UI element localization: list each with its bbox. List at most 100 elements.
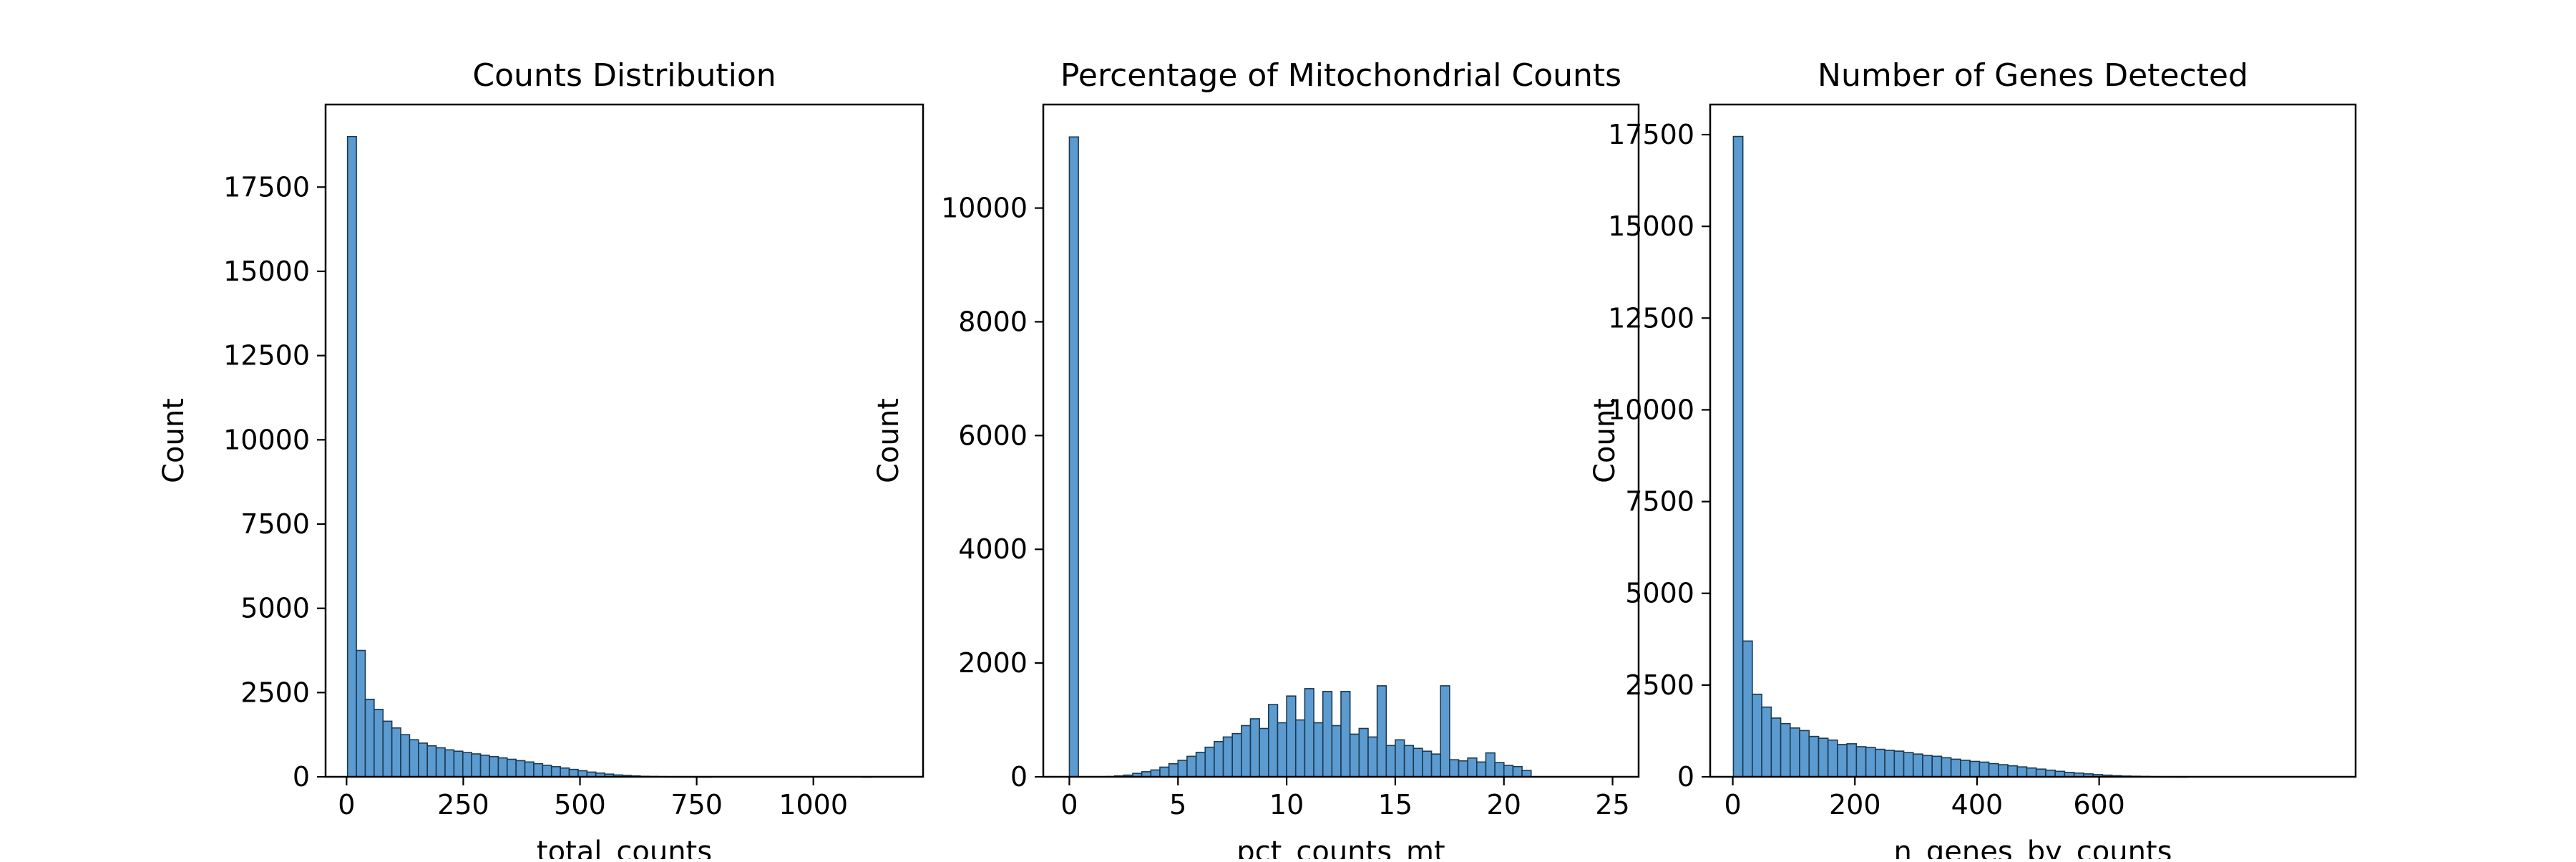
histogram-bar xyxy=(1780,722,1791,778)
y-tick-label: 10000 xyxy=(223,424,310,455)
histogram-bar xyxy=(1761,706,1772,778)
histogram-bar xyxy=(1818,737,1829,778)
x-tick-label: 250 xyxy=(437,789,489,820)
bar-series xyxy=(1732,135,2189,778)
histogram-bar xyxy=(1159,766,1170,778)
histogram-bar xyxy=(382,720,393,778)
x-tick-label: 0 xyxy=(1060,789,1078,820)
histogram-bar xyxy=(1950,758,1961,778)
histogram-bar xyxy=(1846,743,1858,778)
histogram-bar xyxy=(356,649,366,778)
histogram-bar xyxy=(1150,769,1161,778)
histogram-bar xyxy=(1222,736,1233,778)
x-axis-label: pct_counts_mt xyxy=(1236,836,1445,859)
histogram-bar xyxy=(1322,691,1333,778)
y-axis-label: Count xyxy=(1589,398,1621,483)
histogram-bar xyxy=(1752,693,1762,778)
histogram-bar xyxy=(1195,752,1206,778)
histogram-bar xyxy=(533,762,544,778)
y-tick-label: 12500 xyxy=(1608,302,1694,334)
y-tick-label: 2000 xyxy=(958,647,1028,679)
chart-title: Number of Genes Detected xyxy=(1818,57,2248,94)
x-tick-label: 0 xyxy=(1724,789,1741,820)
histogram-bar xyxy=(1941,757,1952,778)
histogram-bar xyxy=(1286,695,1297,778)
histogram-bar xyxy=(435,747,446,778)
y-tick-label: 0 xyxy=(293,761,310,793)
histogram-bar xyxy=(1385,745,1396,778)
histogram-bar xyxy=(471,753,482,778)
histogram-bar xyxy=(1449,759,1460,778)
x-axis-label: total_counts xyxy=(537,836,712,859)
histogram-bar xyxy=(1922,755,1933,778)
y-tick-label: 2500 xyxy=(240,677,310,708)
y-tick-label: 8000 xyxy=(958,306,1028,337)
y-tick-label: 2500 xyxy=(1625,669,1694,701)
histogram-bar xyxy=(1884,750,1896,778)
x-tick-label: 200 xyxy=(1829,789,1881,820)
histogram-bar xyxy=(1827,739,1838,778)
histogram-bar xyxy=(560,767,570,778)
y-axis-label: Count xyxy=(157,398,190,483)
histogram-bar xyxy=(515,760,526,778)
histogram-bar xyxy=(542,765,552,778)
bar-series xyxy=(1068,136,1532,778)
histogram-bar xyxy=(1294,719,1306,778)
bar-series xyxy=(346,135,872,778)
chart-title: Counts Distribution xyxy=(472,57,776,94)
histogram-bar xyxy=(1241,725,1252,778)
histogram-bar xyxy=(2026,767,2037,778)
chart-panel-2: 0 5 10 15 20 25 0 2000 4000 6000 8000 10000 Percenta… xyxy=(872,57,1640,862)
y-tick-label: 10000 xyxy=(1608,394,1694,425)
histogram-bar xyxy=(1304,688,1314,778)
histogram-bar xyxy=(1440,685,1450,778)
histogram-bar xyxy=(1068,136,1079,778)
histogram-bar xyxy=(1340,691,1351,778)
histogram-bar xyxy=(364,698,375,778)
plot-frame xyxy=(1042,103,1640,778)
histogram-bar xyxy=(1997,764,2009,778)
histogram-bar xyxy=(1855,746,1867,778)
histogram-bar xyxy=(1367,736,1378,778)
y-tick-label: 0 xyxy=(1010,761,1028,793)
histogram-bar xyxy=(1865,747,1876,778)
x-tick-label: 5 xyxy=(1169,789,1186,820)
histogram-bar xyxy=(577,770,588,778)
histogram-bar xyxy=(479,755,490,778)
y-tick-label: 5000 xyxy=(1625,578,1694,609)
histogram-bar xyxy=(1979,761,1990,778)
histogram-bar xyxy=(1789,727,1800,778)
histogram-bar xyxy=(1231,732,1242,778)
x-tick-label: 10 xyxy=(1269,789,1304,820)
histogram-bar xyxy=(1413,747,1423,778)
histogram-bar xyxy=(1186,755,1197,778)
histogram-bar xyxy=(1168,762,1179,778)
histogram-bar xyxy=(524,761,535,778)
y-tick-label: 15000 xyxy=(223,256,310,287)
chart-panel-3: 0 200 400 600 0 2500 5000 7500 10000 12500 15000 17… xyxy=(1589,57,2357,862)
histogram-bar xyxy=(453,750,464,778)
x-tick-label: 15 xyxy=(1378,789,1413,820)
histogram-bar xyxy=(1358,727,1369,778)
histogram-bar xyxy=(1313,722,1324,778)
y-axis-label: Count xyxy=(872,398,905,483)
histogram-bar xyxy=(1268,704,1279,778)
histogram-bar xyxy=(462,752,472,778)
histogram-bar xyxy=(1494,762,1505,778)
histogram-bar xyxy=(1503,765,1514,778)
histogram-bar xyxy=(1837,744,1848,778)
chart-title: Percentage of Mitochondrial Counts xyxy=(1060,57,1621,94)
histogram-bar xyxy=(550,766,561,778)
histogram-bar xyxy=(1512,765,1523,778)
y-tick-label: 17500 xyxy=(1608,119,1694,150)
histogram-bar xyxy=(1875,748,1885,778)
y-tick-label: 0 xyxy=(1677,761,1694,793)
histogram-bar xyxy=(400,734,411,778)
x-tick-label: 1000 xyxy=(779,789,848,820)
x-tick-label: 0 xyxy=(338,789,355,820)
y-tick-label: 12500 xyxy=(223,340,310,372)
x-tick-label: 400 xyxy=(1951,789,2004,820)
histogram-bar xyxy=(568,768,579,778)
y-tick-label: 7500 xyxy=(240,508,310,540)
